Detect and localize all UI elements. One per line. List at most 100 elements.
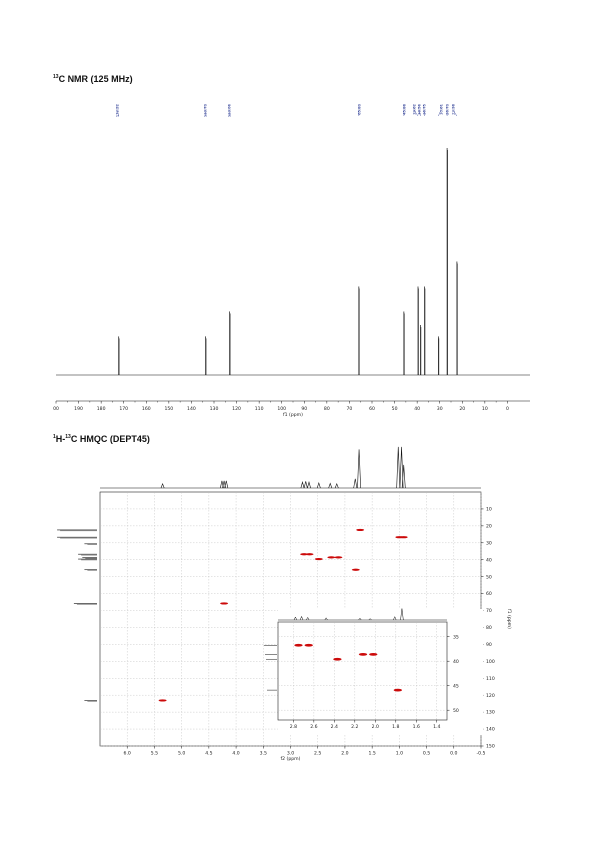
hmqc-spectrum-title: 1H-13C HMQC (DEPT45) [53,434,150,444]
c13-peak-label-leader [228,109,230,117]
c13-spectrum-chart: 00 190 180 170 160 150 140 130 120 110 100 90 80 70 60… [53,103,530,418]
hmqc-inset-x-tick-label: 1.4 [433,724,440,730]
hmqc-inset-h1-peak [400,608,404,621]
hmqc-inset-h1-peak [324,617,328,621]
hmqc-inset-h1-peak [393,615,397,621]
hmqc-h1-peak [160,482,165,489]
c13-peak-label: 123.06 [226,103,231,117]
hmqc-y-tick-label: 50 [486,574,492,580]
hmqc-cross-peak [220,602,229,605]
hmqc-x-tick-label: -0.5 [477,751,486,757]
hmqc-h1-peak [353,478,358,489]
c13-x-tick-label: 130 [210,406,219,412]
hmqc-inset-cross-peak [294,643,303,647]
hmqc-h1-peak [224,480,229,489]
hmqc-inset-h1-peak [293,616,298,621]
hmqc-inset-x-tick-label: 2.2 [351,724,358,730]
c13-x-tick-label: 30 [437,406,443,412]
hmqc-x-tick-label: 4.0 [232,751,239,757]
hmqc-cross-peak [351,568,360,571]
c13-x-tick-label: 50 [392,406,398,412]
hmqc-inset-x-tick-label: 2.6 [310,724,317,730]
hmqc-inset-x-tick-label: 1.8 [392,724,399,730]
c13-peak-label-leader [438,109,442,117]
c13-x-tick-label: 110 [255,406,264,412]
hmqc-inset-x-tick-label: 1.6 [413,724,420,730]
hmqc-inset-x-tick-label: 2.8 [290,724,297,730]
hmqc-y-axis-label: f1 (ppm) [506,609,512,629]
hmqc-y-tick-label: 60 [486,591,492,597]
hmqc-y-tick-label: 70 [486,608,492,614]
c13-x-tick-label: 0 [506,406,509,412]
hmqc-h1-peak [316,481,321,489]
hmqc-y-tick-label: 90 [486,642,492,648]
hmqc-cross-peak [334,556,343,559]
hmqc-h1-peak [300,480,305,489]
hmqc-inset-x-tick-label: 2.0 [372,724,379,730]
hmqc-y-tick-label: 30 [486,540,492,546]
c13-peak-label: 133.73 [202,103,207,117]
c13-x-tick-label: 190 [74,406,83,412]
hmqc-x-tick-label: 1.0 [396,751,403,757]
c13-x-tick-label: 90 [301,406,307,412]
hmqc-x-tick-label: 4.5 [205,751,212,757]
hmqc-x-tick-label: 0.5 [423,751,430,757]
hmqc-inset-cross-peak [333,657,342,661]
c13-spectrum-title: 13C NMR (125 MHz) [53,74,133,84]
hmqc-cross-peak [158,699,167,702]
hmqc-inset-cross-peak [393,688,403,692]
hmqc-x-tick-label: 3.5 [260,751,267,757]
c13-x-tick-label: 100 [277,406,286,412]
c13-peak-label-leader [204,109,206,117]
hmqc-cross-peak [327,556,336,559]
hmqc-cross-peak [356,528,365,532]
c13-x-axis-label: f1 (ppm) [283,412,303,418]
hmqc-y-tick-label: 80 [486,625,492,631]
hmqc-inset-y-tick-label: 45 [453,683,459,689]
hmqc-inset-frame [277,621,448,721]
hmqc-h1-peak [396,446,401,489]
hmqc-y-tick-label: 130 [486,710,495,716]
c13-x-tick-label: 80 [324,406,330,412]
c13-x-tick-label: 00 [53,406,59,412]
hmqc-y-tick-label: 110 [486,676,495,682]
c13-x-tick-label: 150 [164,406,173,412]
hmqc-inset-cross-peak [358,652,368,656]
hmqc-x-tick-label: 2.0 [341,751,348,757]
hmqc-x-axis-label: f2 (ppm) [281,756,301,762]
hmqc-inset-y-tick-label: 40 [453,659,459,665]
hmqc-cross-peak [305,553,314,556]
hmqc-inset-h1-peak [368,618,372,621]
hmqc-h1-peak [303,481,308,489]
hmqc-x-tick-label: 2.5 [314,751,321,757]
hmqc-y-tick-label: 20 [486,523,492,529]
c13-x-tick-label: 120 [232,406,241,412]
c13-peak-label-leader [418,109,421,117]
c13-x-tick-label: 160 [142,406,151,412]
hmqc-inset-x-tick-label: 2.4 [331,724,338,730]
c13-peak-label-leader [116,109,119,117]
hmqc-x-tick-label: 0.0 [450,751,457,757]
c13-x-tick-label: 10 [482,406,488,412]
hmqc-inset-cross-peak [369,652,378,656]
hmqc-x-tick-label: 5.0 [178,751,185,757]
hmqc-y-tick-label: 100 [486,659,495,665]
hmqc-h1-peak [334,482,339,489]
hmqc-inset-h1-peak [306,616,310,621]
c13-peak-label-leader [413,109,419,117]
hmqc-h1-peak [399,446,404,489]
hmqc-h1-peak [307,480,311,489]
hmqc-y-tick-label: 150 [486,744,495,750]
hmqc-x-tick-label: 6.0 [124,751,131,757]
hmqc-inset-h1-peak [358,617,362,621]
hmqc-inset-y-tick-label: 50 [453,708,459,714]
c13-x-tick-label: 60 [369,406,375,412]
c13-peak-label-leader [452,109,458,117]
hmqc-cross-peak [314,557,323,561]
hmqc-x-tick-label: 3.0 [287,751,294,757]
hmqc-h1-peak [357,449,361,489]
hmqc-y-tick-label: 40 [486,557,492,563]
hmqc-inset-cross-peak [304,643,313,647]
hmqc-inset-y-tick-label: 35 [453,634,459,640]
